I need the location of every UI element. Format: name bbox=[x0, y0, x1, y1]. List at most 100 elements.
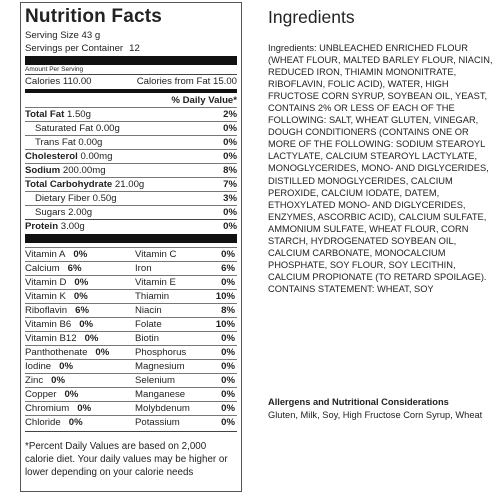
vitamin-cell: Zinc 0% bbox=[25, 373, 131, 387]
nutrient-amount: 2.00g bbox=[68, 207, 93, 218]
nutrition-facts-label: Nutrition Facts Serving Size 43 g Servin… bbox=[20, 2, 242, 492]
nutrient-row: Total Carbohydrate 21.00g 7% bbox=[25, 177, 237, 191]
allergens-title: Allergens and Nutritional Considerations bbox=[268, 397, 449, 407]
vitamin-daily-value: 0% bbox=[73, 291, 88, 302]
nutrient-daily-value: 0% bbox=[223, 207, 237, 218]
vitamin-cell: Chromium 0% bbox=[25, 401, 131, 415]
vitamin-daily-value: 8% bbox=[221, 305, 235, 316]
nutrient-label: Trans Fat bbox=[35, 137, 76, 148]
vitamin-label: Vitamin B6 bbox=[25, 319, 72, 330]
vitamin-label: Riboflavin bbox=[25, 305, 68, 316]
vitamin-daily-value: 6% bbox=[67, 263, 82, 274]
vitamin-daily-value: 10% bbox=[215, 291, 235, 302]
nutrient-row: Saturated Fat 0.00g 0% bbox=[25, 121, 237, 135]
vitamin-daily-value: 0% bbox=[221, 417, 235, 428]
vitamin-daily-value: 0% bbox=[221, 403, 235, 414]
protein-amount: 3.00g bbox=[60, 221, 85, 232]
nutrient-row: Sodium 200.00mg 8% bbox=[25, 163, 237, 177]
nutrient-row: Cholesterol 0.00mg 0% bbox=[25, 149, 237, 163]
vitamin-cell: Vitamin E 0% bbox=[131, 275, 237, 289]
servings-per-container-value: 12 bbox=[129, 43, 140, 54]
vitamin-label: Vitamin C bbox=[135, 249, 177, 260]
vitamin-label: Vitamin D bbox=[25, 277, 67, 288]
vitamin-cell: Thiamin 10% bbox=[131, 289, 237, 303]
vitamin-cell: Biotin 0% bbox=[131, 331, 237, 345]
vitamin-cell: Molybdenum 0% bbox=[131, 401, 237, 415]
vitamin-cell: Chloride 0% bbox=[25, 415, 131, 429]
vitamin-daily-value: 0% bbox=[221, 347, 235, 358]
vitamin-daily-value: 6% bbox=[75, 305, 90, 316]
vitamin-cell: Selenium 0% bbox=[131, 373, 237, 387]
servings-per-container: Servings per Container 12 bbox=[25, 42, 237, 55]
vitamin-cell: Panthothenate 0% bbox=[25, 345, 131, 359]
vitamin-cell: Vitamin B12 0% bbox=[25, 331, 131, 345]
nutrient-amount: 200.00mg bbox=[62, 165, 106, 176]
medium-divider bbox=[25, 89, 237, 93]
vitamin-label: Molybdenum bbox=[135, 403, 190, 414]
vitamin-daily-value: 0% bbox=[79, 319, 94, 330]
vitamin-daily-value: 0% bbox=[51, 375, 65, 386]
vitamin-label: Folate bbox=[135, 319, 162, 330]
vitamin-label: Panthothenate bbox=[25, 347, 88, 358]
vitamin-label: Copper bbox=[25, 389, 57, 400]
nutrition-facts-title: Nutrition Facts bbox=[25, 6, 163, 27]
vitamin-label: Iron bbox=[135, 263, 152, 274]
nutrient-amount: 0.00g bbox=[95, 123, 120, 134]
thick-divider-2 bbox=[25, 234, 237, 243]
vitamin-label: Potassium bbox=[135, 417, 180, 428]
nutrient-amount: 0.00mg bbox=[80, 151, 113, 162]
ingredients-title: Ingredients bbox=[268, 7, 355, 27]
vitamin-cell: Iron 6% bbox=[131, 261, 237, 275]
vitamin-label: Chromium bbox=[25, 403, 70, 414]
vitamin-label: Calcium bbox=[25, 263, 60, 274]
protein-row: Protein 3.00g 0% bbox=[25, 219, 237, 233]
nutrient-row: Sugars 2.00g 0% bbox=[25, 205, 237, 219]
vitamin-cell: Niacin 8% bbox=[131, 303, 237, 317]
vitamin-cell: Riboflavin 6% bbox=[25, 303, 131, 317]
vitamin-daily-value: 0% bbox=[221, 333, 235, 344]
vitamin-daily-value: 0% bbox=[95, 347, 110, 358]
nutrient-daily-value: 8% bbox=[223, 165, 237, 176]
nutrient-row: Trans Fat 0.00g 0% bbox=[25, 135, 237, 149]
calories-row: Calories 110.00 Calories from Fat 15.00 bbox=[25, 75, 237, 88]
vitamin-daily-value: 0% bbox=[73, 249, 88, 260]
nutrient-daily-value: 0% bbox=[223, 151, 237, 162]
vitamin-cell: Copper 0% bbox=[25, 387, 131, 401]
ingredients-panel: Ingredients Ingredients: UNBLEACHED ENRI… bbox=[268, 6, 493, 295]
nutrient-daily-value: 0% bbox=[223, 123, 237, 134]
vitamin-label: Magnesium bbox=[135, 361, 185, 372]
nutrient-daily-value: 7% bbox=[223, 179, 237, 190]
nutrient-daily-value: 2% bbox=[223, 109, 237, 120]
vitamin-label: Iodine bbox=[25, 361, 52, 372]
vitamin-label: Vitamin K bbox=[25, 291, 66, 302]
serving-size: Serving Size 43 g bbox=[25, 30, 101, 41]
vitamin-label: Selenium bbox=[135, 375, 175, 386]
vitamin-cell: Phosphorus 0% bbox=[131, 345, 237, 359]
vitamin-daily-value: 0% bbox=[68, 417, 83, 428]
thick-divider bbox=[25, 56, 237, 65]
nutrient-label: Dietary Fiber bbox=[35, 193, 90, 204]
nutrient-row: Total Fat 1.50g 2% bbox=[25, 107, 237, 121]
nutrient-label: Saturated Fat bbox=[35, 123, 94, 134]
amount-per-serving: Amount Per Serving bbox=[25, 66, 84, 73]
vitamin-label: Vitamin B12 bbox=[25, 333, 77, 344]
vitamin-cell: Vitamin A 0% bbox=[25, 247, 131, 261]
allergens-text: Gluten, Milk, Soy, High Fructose Corn Sy… bbox=[268, 410, 483, 420]
daily-value-footnote: *Percent Daily Values are based on 2,000… bbox=[25, 441, 228, 478]
vitamin-cell: Vitamin C 0% bbox=[131, 247, 237, 261]
nutrient-label: Sugars bbox=[35, 207, 66, 218]
vitamin-cell: Manganese 0% bbox=[131, 387, 237, 401]
vitamin-label: Thiamin bbox=[135, 291, 170, 302]
vitamin-cell: Potassium 0% bbox=[131, 415, 237, 429]
vitamin-cell: Folate 10% bbox=[131, 317, 237, 331]
vitamin-daily-value: 10% bbox=[215, 319, 235, 330]
nutrient-row: Dietary Fiber 0.50g 3% bbox=[25, 191, 237, 205]
daily-value-header: % Daily Value* bbox=[171, 95, 237, 106]
vitamin-daily-value: 0% bbox=[221, 361, 235, 372]
vitamin-cell: Magnesium 0% bbox=[131, 359, 237, 373]
vitamin-daily-value: 0% bbox=[84, 333, 99, 344]
vitamin-label: Biotin bbox=[135, 333, 159, 344]
vitamin-cell: Vitamin D 0% bbox=[25, 275, 131, 289]
servings-per-container-label: Servings per Container bbox=[25, 43, 124, 54]
calories-from-fat: Calories from Fat 15.00 bbox=[136, 76, 237, 87]
